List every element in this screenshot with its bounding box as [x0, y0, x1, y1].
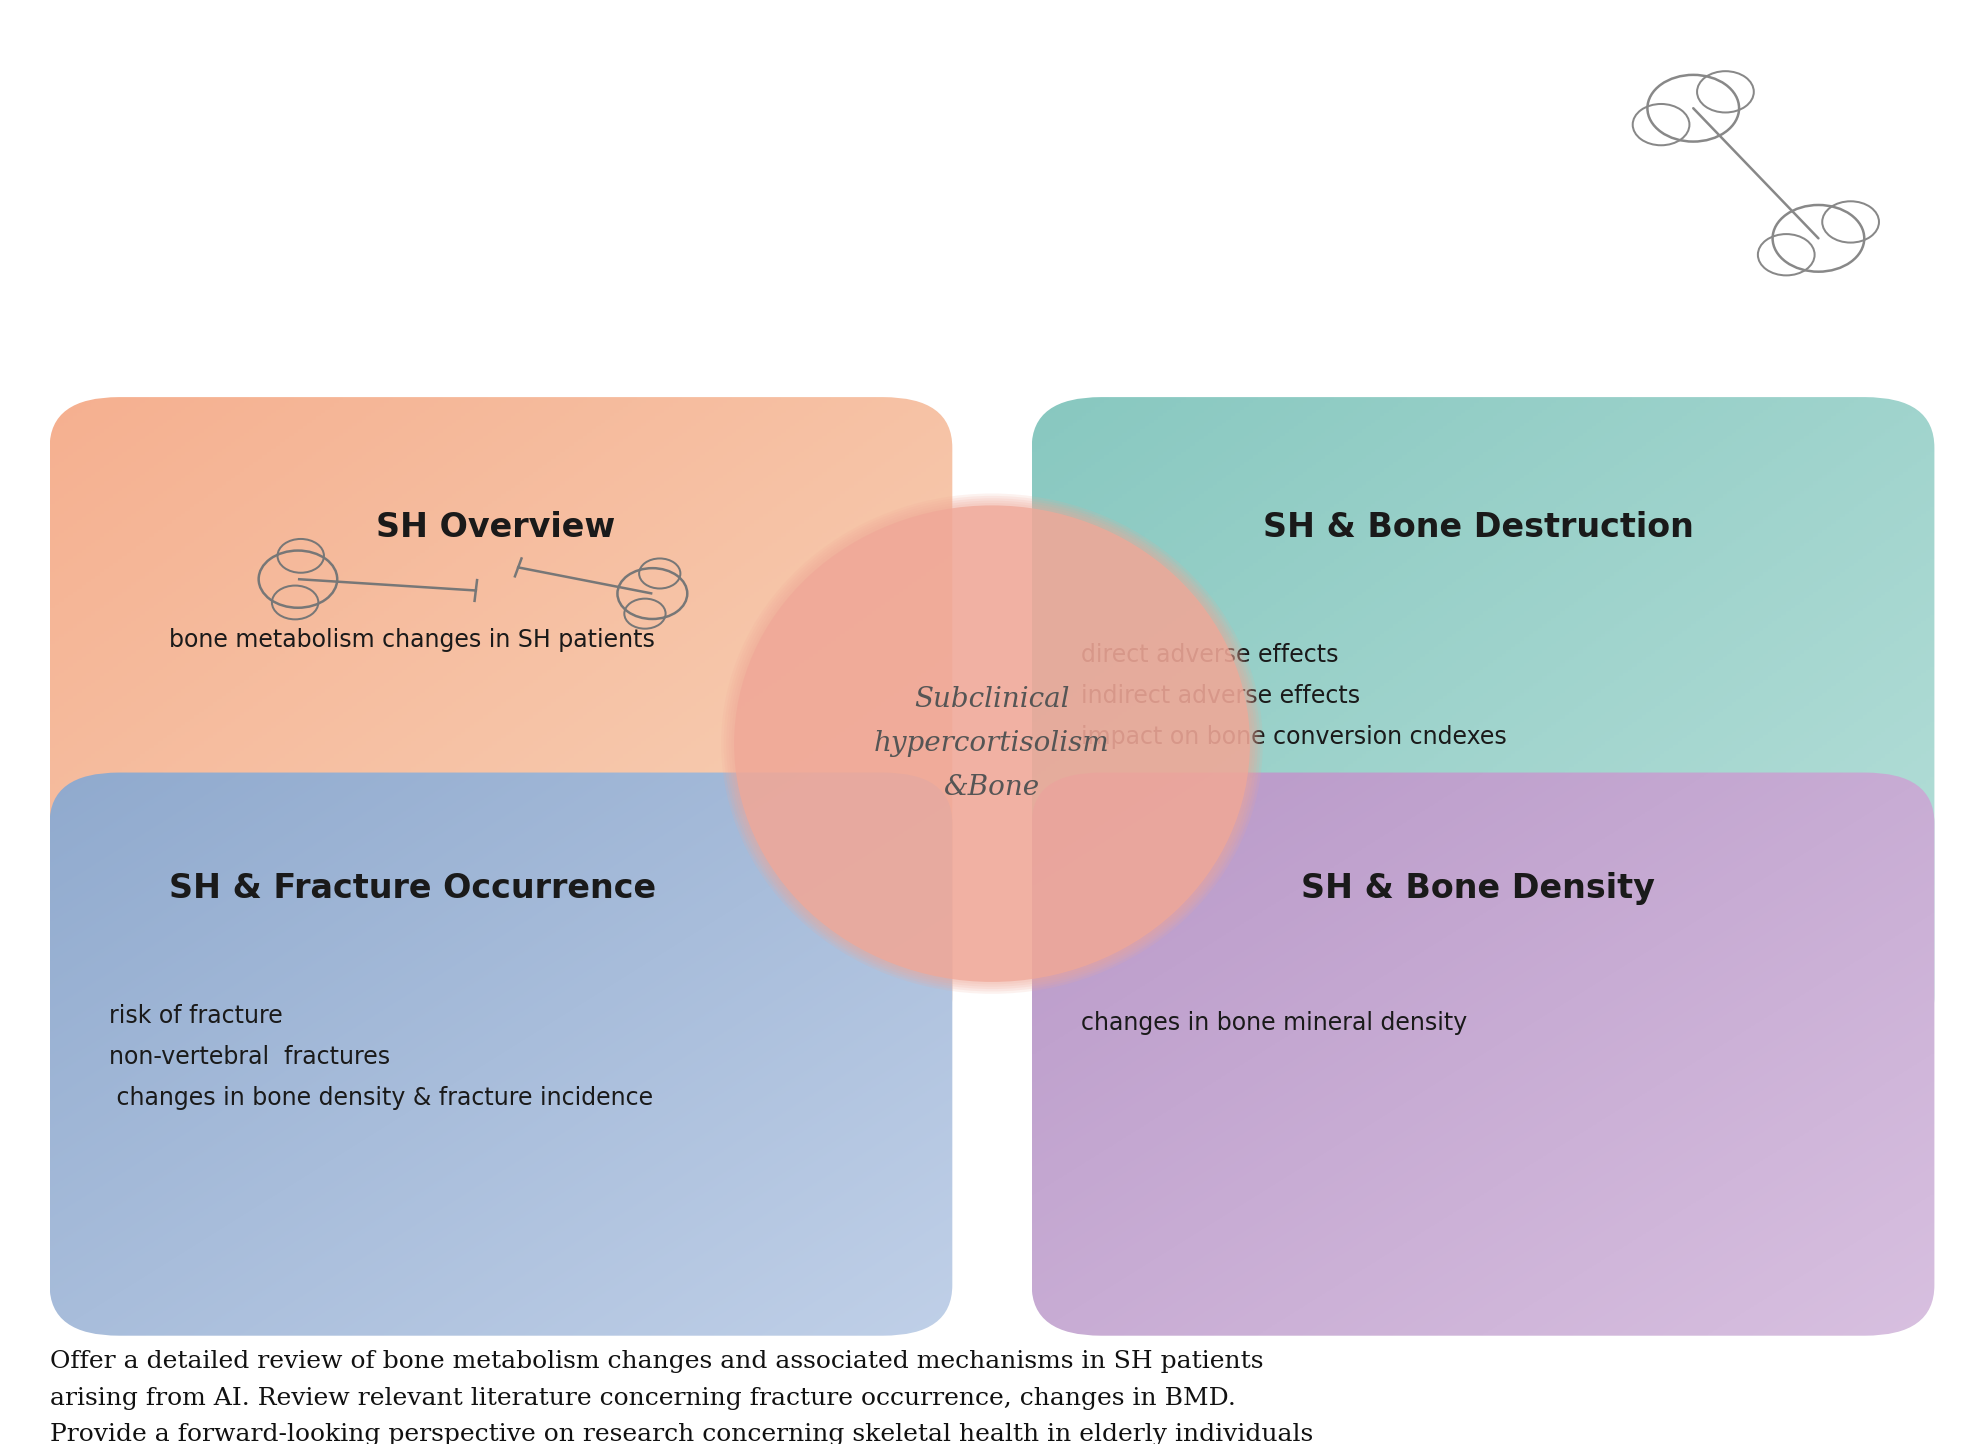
Text: bone metabolism changes in SH patients: bone metabolism changes in SH patients [169, 628, 655, 653]
Text: SH Overview: SH Overview [377, 511, 615, 543]
Ellipse shape [726, 498, 1258, 989]
Text: SH & Fracture Occurrence: SH & Fracture Occurrence [169, 872, 657, 904]
Text: direct adverse effects
indirect adverse effects
impact on bone conversion cndexe: direct adverse effects indirect adverse … [1081, 643, 1508, 749]
Ellipse shape [732, 503, 1252, 985]
Text: SH & Bone Destruction: SH & Bone Destruction [1262, 511, 1694, 543]
Text: risk of fracture
non-vertebral  fractures
 changes in bone density & fracture in: risk of fracture non-vertebral fractures… [109, 1004, 653, 1110]
Ellipse shape [722, 494, 1262, 993]
Ellipse shape [728, 501, 1256, 986]
Text: Offer a detailed review of bone metabolism changes and associated mechanisms in : Offer a detailed review of bone metaboli… [50, 1350, 1313, 1444]
Text: changes in bone mineral density: changes in bone mineral density [1081, 1011, 1468, 1035]
Text: SH & Bone Density: SH & Bone Density [1302, 872, 1655, 904]
Ellipse shape [724, 495, 1260, 992]
Ellipse shape [734, 505, 1250, 982]
Text: Subclinical
hypercortisolism
&Bone: Subclinical hypercortisolism &Bone [875, 686, 1109, 801]
